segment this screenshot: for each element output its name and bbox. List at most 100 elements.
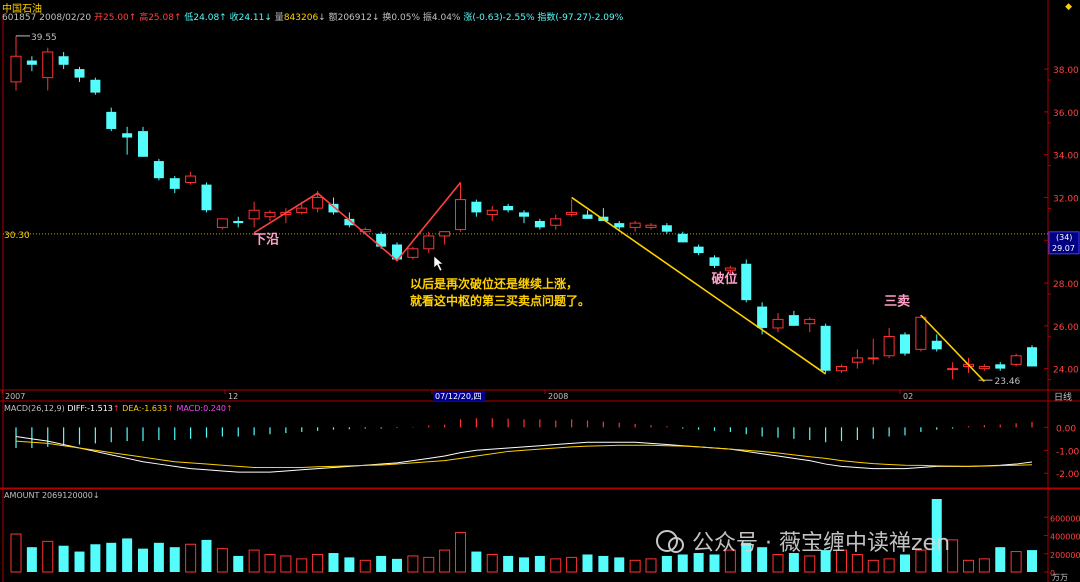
candle-body: [836, 365, 847, 372]
amount-bar: [359, 559, 371, 573]
amount-bar: [883, 558, 895, 573]
close-label: 收: [229, 13, 239, 23]
amount-bar: [757, 547, 768, 572]
amount-bar: [423, 556, 435, 573]
candle-body: [614, 223, 625, 228]
amount-bar: [963, 559, 974, 573]
amount-bar: [233, 555, 244, 572]
candle-body: [851, 357, 863, 363]
amount-bar: [376, 555, 387, 572]
zigzag-line: [253, 181, 462, 262]
price-tag-top: (34): [1056, 233, 1072, 242]
amount-bar: [645, 558, 657, 573]
amount-bar: [598, 555, 609, 572]
macd-header: MACD(26,12,9) DIFF:-1.513↑ DEA:-1.633↑ M…: [4, 404, 233, 413]
candle-body: [471, 201, 482, 213]
index-label: 指数: [537, 13, 556, 23]
amount-bar: [392, 558, 402, 572]
scroll-marker-icon[interactable]: ◆: [1065, 2, 1072, 12]
candle-body: [883, 336, 895, 357]
price-tick-label: 34.00: [1053, 152, 1079, 162]
amount-bar: [804, 555, 816, 573]
date-label: 12: [228, 392, 238, 401]
wechat-icon: [656, 530, 678, 552]
amount-bar: [74, 551, 85, 572]
date-label: 07/12/20,四: [435, 392, 481, 401]
candle-body: [709, 257, 720, 266]
amount-bar: [455, 532, 466, 573]
candle-body: [455, 199, 466, 231]
candle-body: [169, 178, 180, 189]
candle-body: [995, 364, 1006, 369]
price-tick-label: 24.00: [1053, 366, 1079, 376]
macd-tick-label: 0.00: [1056, 424, 1076, 434]
price-tick-label: 28.00: [1053, 280, 1079, 290]
candle-body: [931, 340, 942, 350]
date-label: 02: [903, 392, 913, 401]
candle-body: [820, 325, 831, 371]
amount-bar: [328, 553, 339, 572]
candle-body: [122, 133, 133, 138]
candle-body: [772, 318, 784, 329]
dea-line: [15, 440, 1033, 468]
candle-body: [915, 316, 927, 350]
date-label: 2008: [548, 392, 568, 401]
amount-bar: [741, 542, 752, 572]
stock-code: 601857: [2, 13, 37, 23]
candle-body: [693, 246, 704, 254]
volume-value: 843206: [283, 13, 319, 23]
amount-bar: [677, 554, 688, 572]
amount-bar: [503, 555, 514, 572]
amount-bar: [709, 554, 720, 572]
amount-bar: [264, 553, 276, 573]
date-cursor-box: [433, 391, 485, 401]
candle-body: [741, 263, 752, 301]
amount-bar: [1027, 550, 1037, 572]
amount-bar: [519, 557, 529, 572]
amount-bar: [978, 558, 990, 573]
candle-body: [233, 220, 244, 224]
candle-body: [534, 220, 545, 228]
turnover-value: 0.05%: [391, 13, 420, 23]
amount-bar: [153, 542, 164, 572]
candle-body: [503, 206, 514, 211]
low-value: 24.08: [193, 13, 220, 23]
index-value: (-97.27)-2.09%: [555, 13, 624, 23]
reference-label: 30.30: [4, 231, 30, 241]
candle-body: [344, 218, 355, 226]
candle-body: [1027, 347, 1037, 367]
candle-body: [519, 212, 529, 217]
amount-bar: [582, 554, 593, 572]
candle-body: [757, 306, 768, 328]
amount-label: 额: [328, 13, 338, 23]
price-tick-label: 26.00: [1053, 323, 1079, 333]
high-value: 25.08: [148, 13, 174, 23]
amount-bar: [344, 557, 355, 572]
price-tick-label: 38.00: [1053, 66, 1079, 76]
candle-body: [677, 233, 688, 243]
change-label: 涨: [463, 13, 473, 23]
amount-bar: [280, 555, 292, 573]
candle-body: [629, 222, 641, 228]
label-break: 破位: [712, 271, 738, 287]
price-tick-label: 36.00: [1053, 109, 1079, 119]
candle-body: [788, 315, 799, 326]
amount-panel: 600000 400000 200000 0 AMOUNT 2069120000↓ 万万 公…: [4, 491, 1080, 582]
amount-bar: [995, 547, 1006, 572]
amount-bar: [614, 557, 625, 572]
candle-body: [550, 218, 562, 226]
amount-tick-label: 600000: [1050, 514, 1080, 523]
amount-bar: [407, 555, 419, 573]
candle-body: [359, 229, 371, 233]
candle-body: [296, 207, 308, 213]
amount-bar: [90, 544, 101, 572]
low-label: 低: [184, 13, 194, 23]
amount-tick-label: 200000: [1050, 551, 1080, 560]
amount-bar: [900, 554, 910, 572]
candle-body: [582, 214, 593, 219]
note-line-2: 就看这中枢的第三买卖点问题了。: [410, 293, 590, 308]
amount-bar: [629, 559, 641, 573]
label-lower-edge: 下沿: [253, 232, 279, 247]
candle-body: [566, 211, 578, 216]
